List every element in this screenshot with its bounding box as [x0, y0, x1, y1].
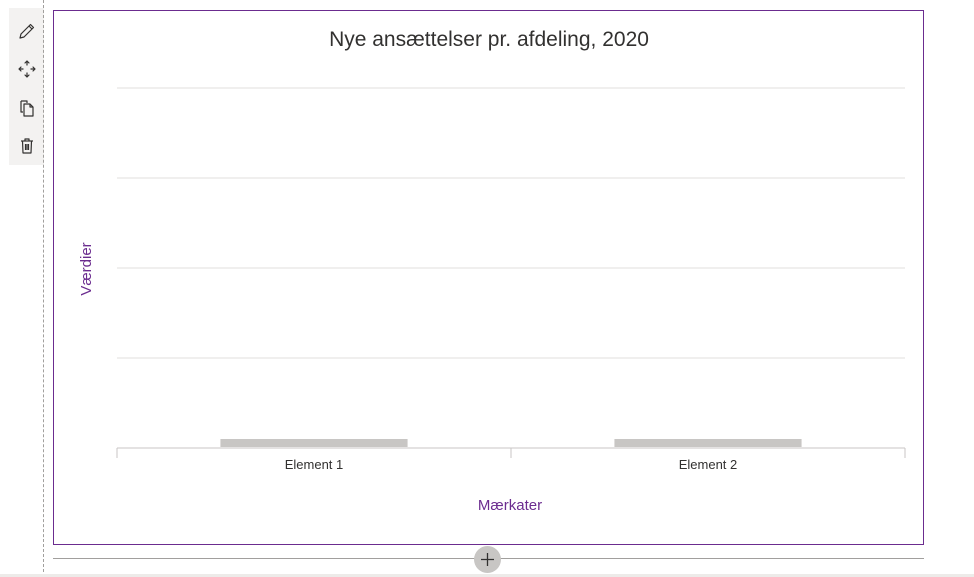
chart-web-part[interactable]: Nye ansættelser pr. afdeling, 2020 Værdi…: [53, 10, 924, 545]
add-section-button[interactable]: [474, 546, 501, 573]
x-axis-label: Mærkater: [478, 497, 542, 514]
edit-web-part-button[interactable]: [9, 12, 44, 50]
x-tick-labels: Element 1 Element 2: [285, 457, 738, 472]
plus-icon: [481, 553, 494, 566]
bar-1: [220, 439, 408, 447]
canvas-column-divider: [43, 0, 44, 577]
web-part-toolbar: [9, 8, 44, 165]
bar-chart: Nye ansættelser pr. afdeling, 2020 Værdi…: [78, 28, 906, 514]
bar-2: [614, 439, 802, 447]
x-axis: [116, 447, 906, 458]
x-tick-label: Element 1: [285, 457, 344, 472]
pencil-icon: [18, 24, 34, 39]
trash-icon: [20, 138, 33, 154]
grid-lines: [117, 87, 905, 359]
y-axis-label: Værdier: [78, 242, 95, 295]
chart-title: Nye ansættelser pr. afdeling, 2020: [329, 28, 649, 51]
move-web-part-button[interactable]: [9, 50, 44, 88]
page-bottom-edge: [0, 574, 974, 577]
bars: [220, 439, 802, 447]
move-icon: [17, 60, 36, 78]
duplicate-web-part-button[interactable]: [9, 89, 44, 127]
x-tick-label: Element 2: [679, 457, 738, 472]
copy-icon: [19, 100, 34, 117]
delete-web-part-button[interactable]: [9, 127, 44, 165]
